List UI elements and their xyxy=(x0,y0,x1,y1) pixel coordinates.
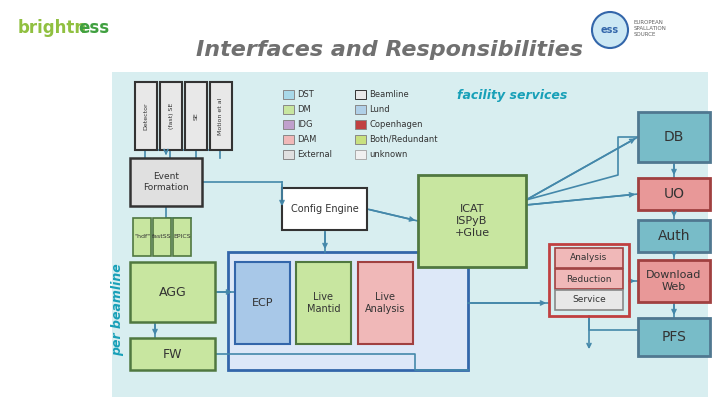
Text: Motion et al: Motion et al xyxy=(218,97,223,135)
FancyBboxPatch shape xyxy=(185,82,207,150)
FancyBboxPatch shape xyxy=(638,318,710,356)
Text: Event
Formation: Event Formation xyxy=(143,172,189,192)
Text: Auth: Auth xyxy=(658,229,690,243)
Text: AGG: AGG xyxy=(158,286,186,298)
FancyBboxPatch shape xyxy=(638,178,710,210)
Text: FW: FW xyxy=(163,347,182,360)
FancyBboxPatch shape xyxy=(283,120,294,129)
FancyBboxPatch shape xyxy=(282,188,367,230)
FancyBboxPatch shape xyxy=(555,269,623,289)
FancyBboxPatch shape xyxy=(638,260,710,302)
Text: EPICS: EPICS xyxy=(174,234,191,239)
FancyBboxPatch shape xyxy=(638,220,710,252)
Text: DM: DM xyxy=(297,105,311,114)
Text: brightn: brightn xyxy=(18,19,87,37)
Text: IDG: IDG xyxy=(297,120,312,129)
FancyBboxPatch shape xyxy=(210,82,232,150)
Text: (fast) SE: (fast) SE xyxy=(168,103,174,129)
FancyBboxPatch shape xyxy=(130,338,215,370)
Text: Both/Redundant: Both/Redundant xyxy=(369,135,438,144)
Text: DAM: DAM xyxy=(297,135,316,144)
Text: PFS: PFS xyxy=(662,330,686,344)
Text: ess: ess xyxy=(78,19,109,37)
FancyBboxPatch shape xyxy=(112,72,708,397)
Text: per beamline: per beamline xyxy=(112,264,125,356)
FancyBboxPatch shape xyxy=(355,150,366,159)
Text: SE: SE xyxy=(194,112,199,120)
FancyBboxPatch shape xyxy=(355,90,366,99)
Text: EUROPEAN
SPALLATION
SOURCE: EUROPEAN SPALLATION SOURCE xyxy=(634,20,667,36)
FancyBboxPatch shape xyxy=(358,262,413,344)
FancyBboxPatch shape xyxy=(160,82,182,150)
FancyBboxPatch shape xyxy=(130,262,215,322)
FancyBboxPatch shape xyxy=(283,150,294,159)
Text: Config Engine: Config Engine xyxy=(291,204,359,214)
FancyBboxPatch shape xyxy=(153,218,171,256)
FancyBboxPatch shape xyxy=(355,135,366,144)
Text: Copenhagen: Copenhagen xyxy=(369,120,423,129)
FancyBboxPatch shape xyxy=(555,248,623,268)
Text: External: External xyxy=(297,150,332,159)
FancyBboxPatch shape xyxy=(235,262,290,344)
FancyBboxPatch shape xyxy=(135,82,157,150)
Text: UO: UO xyxy=(664,187,685,201)
FancyBboxPatch shape xyxy=(555,290,623,310)
Circle shape xyxy=(592,12,628,48)
FancyBboxPatch shape xyxy=(133,218,151,256)
Text: Detector: Detector xyxy=(143,102,148,130)
Text: ICAT
ISPyB
+Glue: ICAT ISPyB +Glue xyxy=(454,204,490,239)
Text: DST: DST xyxy=(297,90,314,99)
FancyBboxPatch shape xyxy=(173,218,191,256)
Text: Reduction: Reduction xyxy=(566,275,612,284)
FancyBboxPatch shape xyxy=(228,252,468,370)
Text: facility services: facility services xyxy=(456,90,567,102)
Text: ess: ess xyxy=(601,25,619,35)
FancyBboxPatch shape xyxy=(355,105,366,114)
FancyBboxPatch shape xyxy=(283,90,294,99)
FancyBboxPatch shape xyxy=(283,135,294,144)
Text: Interfaces and Responsibilities: Interfaces and Responsibilities xyxy=(197,40,583,60)
FancyBboxPatch shape xyxy=(130,158,202,206)
Text: Download
Web: Download Web xyxy=(647,270,702,292)
Text: ECP: ECP xyxy=(252,298,274,308)
FancyBboxPatch shape xyxy=(638,112,710,162)
Text: Live
Mantid: Live Mantid xyxy=(307,292,341,314)
Text: Analysis: Analysis xyxy=(570,254,608,262)
Text: DB: DB xyxy=(664,130,684,144)
Text: "hdf": "hdf" xyxy=(134,234,150,239)
Text: Live
Analysis: Live Analysis xyxy=(365,292,405,314)
Text: unknown: unknown xyxy=(369,150,408,159)
Text: Service: Service xyxy=(572,296,606,305)
FancyBboxPatch shape xyxy=(296,262,351,344)
FancyBboxPatch shape xyxy=(355,120,366,129)
Text: fastSS: fastSS xyxy=(152,234,172,239)
Text: Lund: Lund xyxy=(369,105,390,114)
FancyBboxPatch shape xyxy=(283,105,294,114)
FancyBboxPatch shape xyxy=(418,175,526,267)
Text: Beamline: Beamline xyxy=(369,90,409,99)
